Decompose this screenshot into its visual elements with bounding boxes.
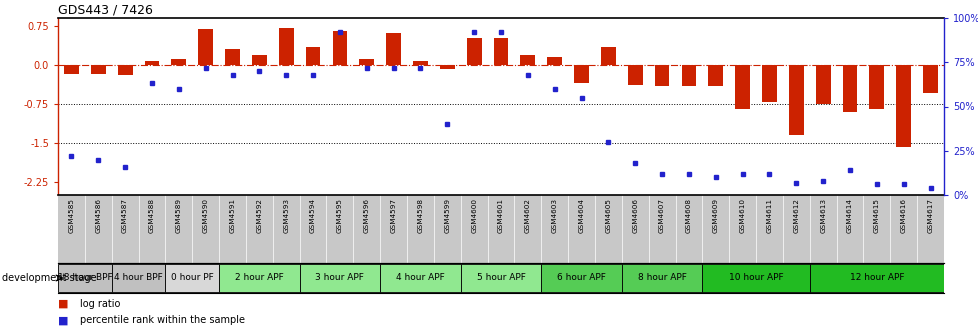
Text: GSM4607: GSM4607 [658, 198, 664, 234]
Text: 18 hour BPF: 18 hour BPF [58, 274, 112, 283]
Bar [922, 65, 937, 93]
Text: 4 hour BPF: 4 hour BPF [114, 274, 162, 283]
Text: GSM4597: GSM4597 [390, 198, 396, 234]
Text: development stage: development stage [2, 273, 97, 283]
Text: GSM4603: GSM4603 [552, 198, 557, 234]
Text: GSM4616: GSM4616 [900, 198, 906, 234]
Bar [333, 31, 347, 65]
Bar [359, 58, 374, 65]
Text: ■: ■ [58, 316, 68, 325]
Text: ■: ■ [58, 299, 68, 309]
Text: log ratio: log ratio [79, 299, 119, 309]
Text: GSM4594: GSM4594 [310, 198, 316, 234]
FancyBboxPatch shape [621, 264, 701, 292]
FancyBboxPatch shape [379, 264, 461, 292]
Text: 10 hour APF: 10 hour APF [728, 274, 782, 283]
Text: 2 hour APF: 2 hour APF [235, 274, 284, 283]
Bar [842, 65, 857, 112]
Text: GSM4593: GSM4593 [283, 198, 289, 234]
Bar [64, 65, 78, 74]
Bar [573, 65, 589, 83]
Text: GSM4614: GSM4614 [846, 198, 852, 234]
Bar [171, 58, 186, 65]
Text: GDS443 / 7426: GDS443 / 7426 [58, 4, 153, 17]
Text: GSM4601: GSM4601 [498, 198, 504, 234]
Bar [896, 65, 911, 147]
Text: GSM4606: GSM4606 [632, 198, 638, 234]
Text: GSM4609: GSM4609 [712, 198, 718, 234]
Text: GSM4591: GSM4591 [229, 198, 236, 234]
Text: GSM4592: GSM4592 [256, 198, 262, 234]
Text: GSM4602: GSM4602 [524, 198, 530, 234]
Text: GSM4612: GSM4612 [792, 198, 798, 234]
Text: GSM4598: GSM4598 [417, 198, 423, 234]
Text: GSM4613: GSM4613 [820, 198, 825, 234]
Bar [199, 30, 213, 65]
Text: GSM4596: GSM4596 [364, 198, 370, 234]
FancyBboxPatch shape [165, 264, 219, 292]
Bar [654, 65, 669, 86]
Text: 6 hour APF: 6 hour APF [556, 274, 605, 283]
Text: GSM4595: GSM4595 [336, 198, 342, 234]
Text: GSM4615: GSM4615 [873, 198, 879, 234]
Text: GSM4587: GSM4587 [122, 198, 128, 234]
Text: GSM4586: GSM4586 [95, 198, 101, 234]
Bar [145, 61, 159, 65]
Bar [386, 33, 401, 65]
Bar [279, 29, 293, 65]
Bar [225, 49, 240, 65]
Bar [493, 38, 508, 65]
Text: GSM4617: GSM4617 [926, 198, 933, 234]
Text: GSM4608: GSM4608 [686, 198, 691, 234]
Text: percentile rank within the sample: percentile rank within the sample [79, 316, 244, 325]
Text: GSM4589: GSM4589 [176, 198, 182, 234]
Text: GSM4588: GSM4588 [149, 198, 155, 234]
Text: 0 hour PF: 0 hour PF [171, 274, 213, 283]
Text: 8 hour APF: 8 hour APF [637, 274, 686, 283]
Text: GSM4590: GSM4590 [202, 198, 208, 234]
Bar [788, 65, 803, 135]
Bar [547, 57, 561, 65]
Text: 3 hour APF: 3 hour APF [315, 274, 364, 283]
FancyBboxPatch shape [219, 264, 299, 292]
FancyBboxPatch shape [541, 264, 621, 292]
Bar [734, 65, 749, 109]
Bar [251, 55, 266, 65]
Text: 12 hour APF: 12 hour APF [849, 274, 904, 283]
Bar [117, 65, 132, 75]
Bar [600, 47, 615, 65]
FancyBboxPatch shape [461, 264, 541, 292]
Text: GSM4600: GSM4600 [470, 198, 476, 234]
Bar [91, 65, 106, 74]
Text: GSM4605: GSM4605 [604, 198, 611, 234]
FancyBboxPatch shape [809, 264, 943, 292]
Bar [413, 61, 427, 65]
Bar [708, 65, 723, 86]
Bar [305, 47, 320, 65]
Bar [467, 38, 481, 65]
Text: GSM4611: GSM4611 [766, 198, 772, 234]
FancyBboxPatch shape [299, 264, 379, 292]
Text: GSM4604: GSM4604 [578, 198, 584, 234]
Bar [681, 65, 695, 86]
Text: GSM4610: GSM4610 [739, 198, 745, 234]
Text: GSM4585: GSM4585 [68, 198, 74, 234]
Text: GSM4599: GSM4599 [444, 198, 450, 234]
Bar [627, 65, 642, 85]
Bar [868, 65, 883, 109]
Text: 4 hour APF: 4 hour APF [396, 274, 444, 283]
Bar [815, 65, 829, 104]
Bar [520, 55, 535, 65]
Bar [761, 65, 777, 102]
Bar [439, 65, 454, 69]
FancyBboxPatch shape [111, 264, 165, 292]
FancyBboxPatch shape [701, 264, 809, 292]
FancyBboxPatch shape [58, 264, 111, 292]
Text: 5 hour APF: 5 hour APF [476, 274, 525, 283]
